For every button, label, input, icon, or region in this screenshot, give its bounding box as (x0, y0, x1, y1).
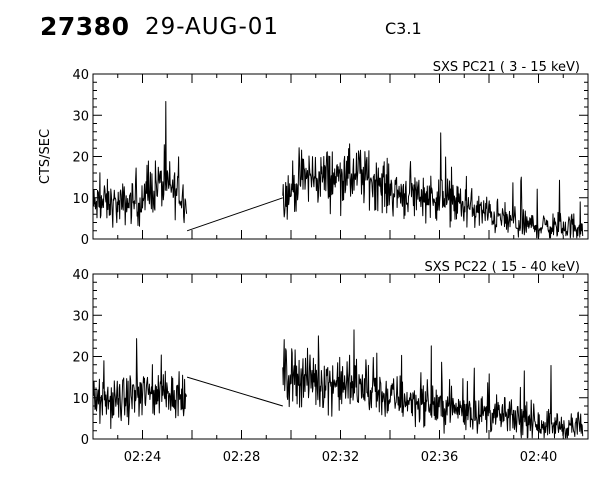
y-tick-label: 30 (72, 109, 89, 124)
event-number: 27380 (40, 12, 130, 41)
y-tick-label: 40 (72, 268, 89, 283)
series-trace-2 (92, 329, 584, 439)
event-date: 29-AUG-01 (145, 14, 280, 40)
y-tick-label: 10 (72, 392, 89, 407)
y-tick-label: 30 (72, 309, 89, 324)
y-tick-label: 40 (72, 68, 89, 83)
x-tick-label: 02:28 (223, 450, 260, 465)
x-tick-label: 02:40 (520, 450, 557, 465)
x-tick-label: 02:24 (124, 450, 161, 465)
chart-title-2: SXS PC22 ( 15 - 40 keV) (424, 260, 580, 275)
goes-class: C3.1 (385, 19, 422, 38)
y-tick-label: 20 (72, 151, 89, 166)
x-tick-label: 02:32 (322, 450, 359, 465)
y-tick-label: 0 (81, 233, 89, 248)
y-tick-label: 20 (72, 351, 89, 366)
x-tick-label: 02:36 (421, 450, 458, 465)
y-tick-label: 0 (81, 433, 89, 448)
series-trace-1 (92, 101, 584, 239)
chart-title-1: SXS PC21 ( 3 - 15 keV) (433, 60, 580, 75)
y-tick-label: 10 (72, 192, 89, 207)
y-axis-label: CTS/SEC (38, 129, 53, 184)
